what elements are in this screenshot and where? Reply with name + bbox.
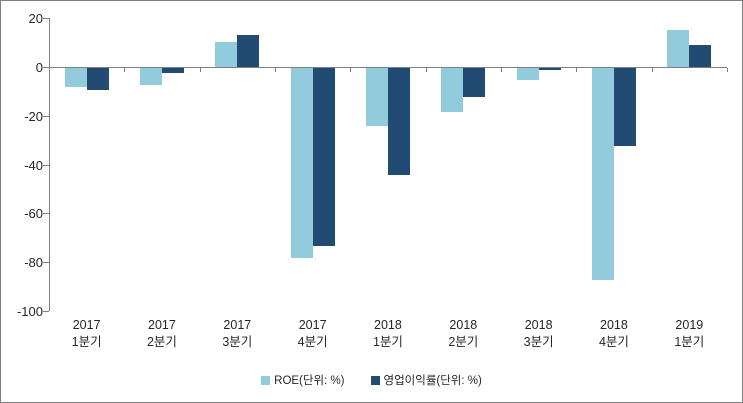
x-axis-tick (199, 67, 201, 72)
bar-ROE(단위: %)-2017-3분기 (215, 42, 238, 67)
category-year: 2019 (675, 318, 704, 332)
x-axis-tick (576, 67, 578, 72)
y-axis-line (49, 18, 50, 311)
y-axis-tick (43, 262, 49, 264)
bar-ROE(단위: %)-2017-1분기 (64, 67, 87, 88)
bar-ROE(단위: %)-2018-1분기 (366, 67, 388, 127)
bar-영업이익률(단위: %)-2018-1분기 (388, 67, 410, 176)
x-axis-tick (350, 67, 352, 72)
x-axis-tick (425, 67, 427, 72)
category-quarter: 4분기 (297, 335, 328, 349)
x-axis-category-label: 2019 1분기 (652, 317, 727, 351)
category-year: 2018 (374, 318, 402, 332)
y-axis-tick (43, 213, 49, 215)
y-axis-tick-label: 0 (35, 59, 43, 75)
bar-영업이익률(단위: %)-2018-2분기 (463, 67, 486, 98)
x-axis-line (49, 66, 727, 68)
legend-item: ROE(단위: %) (261, 372, 345, 388)
legend-label: 영업이익률(단위: %) (383, 375, 482, 387)
category-quarter: 3분기 (523, 335, 554, 349)
legend-label: ROE(단위: %) (274, 375, 345, 387)
category-year: 2018 (449, 318, 478, 332)
bar-영업이익률(단위: %)-2017-4분기 (312, 67, 335, 246)
category-year: 2018 (600, 318, 628, 332)
bar-영업이익률(단위: %)-2017-2분기 (162, 67, 184, 73)
bar-ROE(단위: %)-2018-3분기 (516, 67, 539, 80)
y-axis-tick (43, 66, 49, 68)
bar-영업이익률(단위: %)-2018-3분기 (538, 67, 561, 71)
y-axis-tick-label: -40 (24, 157, 43, 173)
category-quarter: 1분기 (71, 335, 102, 349)
legend-item: 영업이익률(단위: %) (370, 372, 482, 388)
x-axis-tick (124, 67, 126, 72)
x-axis-category-label: 2018 3분기 (501, 317, 576, 351)
bar-영업이익률(단위: %)-2019-1분기 (689, 44, 712, 67)
x-axis-tick (275, 67, 276, 72)
y-axis-tick (43, 115, 49, 117)
x-axis-category-label: 2017 4분기 (275, 317, 350, 351)
bar-ROE(단위: %)-2018-4분기 (592, 67, 614, 281)
y-axis-tick-label: -100 (16, 304, 43, 319)
x-axis-tick (651, 67, 653, 72)
x-axis-tick (727, 67, 728, 72)
x-axis-category-label: 2018 1분기 (350, 317, 425, 351)
y-axis-tick-label: 20 (28, 11, 43, 26)
category-year: 2018 (524, 318, 553, 332)
category-year: 2017 (223, 318, 252, 332)
x-axis-category-label: 2017 3분기 (200, 317, 275, 351)
y-axis-tick (43, 164, 49, 166)
category-quarter: 1분기 (372, 335, 403, 349)
category-quarter: 2분기 (146, 335, 177, 349)
bar-ROE(단위: %)-2018-2분기 (441, 67, 464, 112)
x-axis-category-label: 2017 2분기 (124, 317, 199, 351)
category-year: 2017 (298, 318, 327, 332)
legend-swatch-icon (261, 375, 271, 385)
y-axis-tick (43, 311, 49, 312)
category-year: 2017 (72, 318, 101, 332)
bar-ROE(단위: %)-2017-2분기 (140, 67, 162, 85)
chart-legend: ROE(단위: %) 영업이익률(단위: %) (1, 372, 742, 388)
category-quarter: 2분기 (448, 335, 479, 349)
y-axis-tick-label: -60 (24, 206, 43, 222)
bar-ROE(단위: %)-2017-4분기 (290, 67, 313, 259)
x-axis-category-label: 2017 1분기 (49, 317, 124, 351)
x-axis-category-label: 2018 2분기 (426, 317, 501, 351)
x-axis-category-label: 2018 4분기 (576, 317, 651, 351)
category-quarter: 3분기 (222, 335, 253, 349)
bar-영업이익률(단위: %)-2017-3분기 (237, 35, 260, 67)
y-axis-tick (43, 18, 49, 19)
x-axis-tick (501, 67, 502, 72)
bar-영업이익률(단위: %)-2017-1분기 (86, 67, 109, 90)
legend-swatch-icon (370, 375, 380, 385)
category-quarter: 1분기 (674, 335, 705, 349)
x-axis-tick (49, 67, 50, 72)
category-quarter: 4분기 (598, 335, 629, 349)
y-axis-tick-label: -80 (24, 255, 43, 271)
bar-영업이익률(단위: %)-2018-4분기 (614, 67, 636, 146)
bar-ROE(단위: %)-2019-1분기 (667, 30, 690, 67)
category-year: 2017 (148, 318, 176, 332)
y-axis-tick-label: -20 (24, 108, 43, 124)
